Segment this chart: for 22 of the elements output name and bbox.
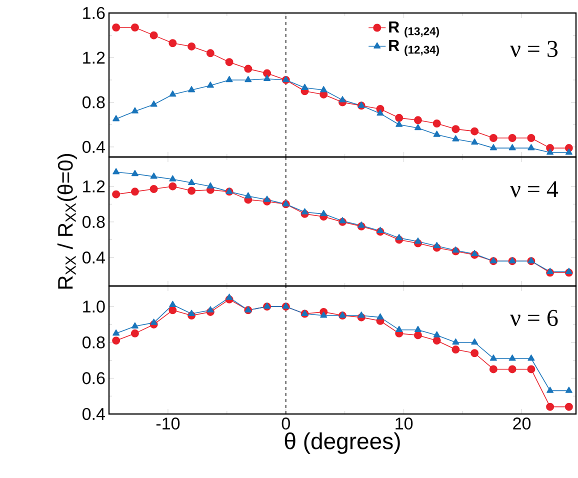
y-tick-label: 0.4 — [82, 408, 105, 420]
x-tick-label: -10 — [156, 418, 180, 430]
annotation: ν = 6 — [510, 310, 558, 326]
y-axis-title: R$_{XX}$ / R$_{XX}$(θ=0) — [57, 154, 77, 289]
y-tick-label: 1.2 — [83, 52, 105, 64]
y-tick-label: 1.2 — [83, 180, 105, 192]
legend-label: R $_{(12,34)}$ — [389, 40, 439, 56]
x-tick-label: 0 — [282, 418, 290, 430]
y-tick-label: 0.8 — [82, 96, 105, 108]
y-tick-label: 0.8 — [82, 216, 105, 228]
x-axis-title: θ (degrees) — [284, 432, 400, 454]
y-tick-label: 0.6 — [82, 372, 105, 384]
y-tick-label: 1.0 — [83, 300, 105, 313]
annotation: ν = 3 — [510, 40, 558, 58]
y-tick-label: 0.4 — [82, 140, 105, 153]
x-tick-label: 10 — [396, 418, 413, 430]
y-tick-label: 0.4 — [82, 252, 105, 264]
y-tick-label: 0.8 — [82, 336, 105, 348]
x-tick-label: 20 — [513, 418, 531, 430]
annotation: ν = 4 — [510, 181, 558, 198]
y-tick-label: 1.6 — [83, 6, 105, 20]
legend-label: R $_{(13,24)}$ — [389, 22, 439, 38]
